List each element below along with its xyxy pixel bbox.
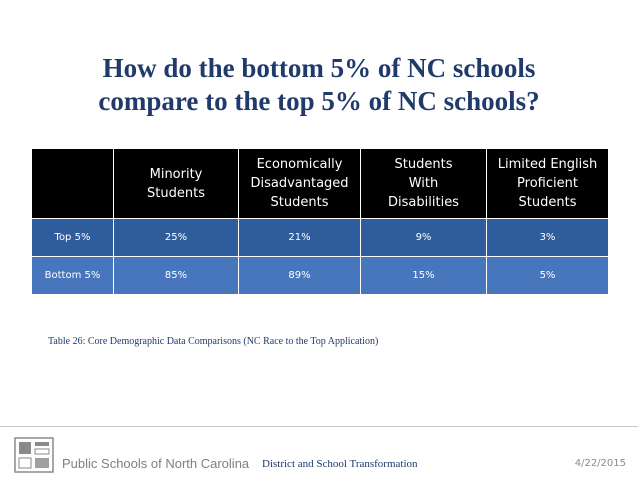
- footer-division: District and School Transformation: [262, 458, 418, 470]
- header-line: Students: [270, 195, 329, 210]
- header-line: With: [408, 176, 439, 191]
- header-economically-disadvantaged: Economically Disadvantaged Students: [238, 148, 361, 219]
- row-label: Bottom 5%: [31, 256, 114, 295]
- header-line: Students: [394, 157, 453, 172]
- footer-divider: [0, 426, 638, 427]
- header-line: Students: [518, 195, 577, 210]
- table-cell: 25%: [113, 218, 239, 257]
- header-line: Economically: [256, 157, 343, 172]
- table-caption: Table 26: Core Demographic Data Comparis…: [48, 336, 379, 347]
- header-line: Proficient: [517, 176, 578, 191]
- table-cell: 21%: [238, 218, 361, 257]
- table-cell: 85%: [113, 256, 239, 295]
- header-line: Disabilities: [388, 195, 459, 210]
- table-cell: 3%: [486, 218, 609, 257]
- row-label: Top 5%: [31, 218, 114, 257]
- nc-schools-logo-icon: [14, 437, 54, 473]
- table-cell: 9%: [360, 218, 487, 257]
- table-cell: 15%: [360, 256, 487, 295]
- table-cell: 89%: [238, 256, 361, 295]
- header-limited-english-proficient: Limited English Proficient Students: [486, 148, 609, 219]
- header-line: Students: [147, 185, 205, 201]
- table-row-bottom-5: Bottom 5% 85% 89% 15% 5%: [31, 256, 609, 295]
- table-row-top-5: Top 5% 25% 21% 9% 3%: [31, 218, 609, 257]
- header-line: Minority: [149, 166, 203, 182]
- header-empty-cell: [31, 148, 114, 219]
- header-minority-students: Minority Students: [113, 148, 239, 219]
- slide-title-line-1: How do the bottom 5% of NC schools: [102, 53, 536, 83]
- footer-organization: Public Schools of North Carolina: [62, 456, 250, 471]
- table-cell: 5%: [486, 256, 609, 295]
- table-header-row: Minority Students Economically Disadvant…: [31, 148, 609, 219]
- header-students-with-disabilities: Students With Disabilities: [360, 148, 487, 219]
- header-line: Disadvantaged: [250, 176, 349, 191]
- slide-title-line-2: compare to the top 5% of NC schools?: [98, 86, 540, 116]
- slide-title: How do the bottom 5% of NC schools compa…: [40, 52, 598, 118]
- header-line: Limited English: [497, 157, 598, 172]
- demographics-table: Minority Students Economically Disadvant…: [31, 148, 609, 295]
- footer-date: 4/22/2015: [574, 458, 626, 469]
